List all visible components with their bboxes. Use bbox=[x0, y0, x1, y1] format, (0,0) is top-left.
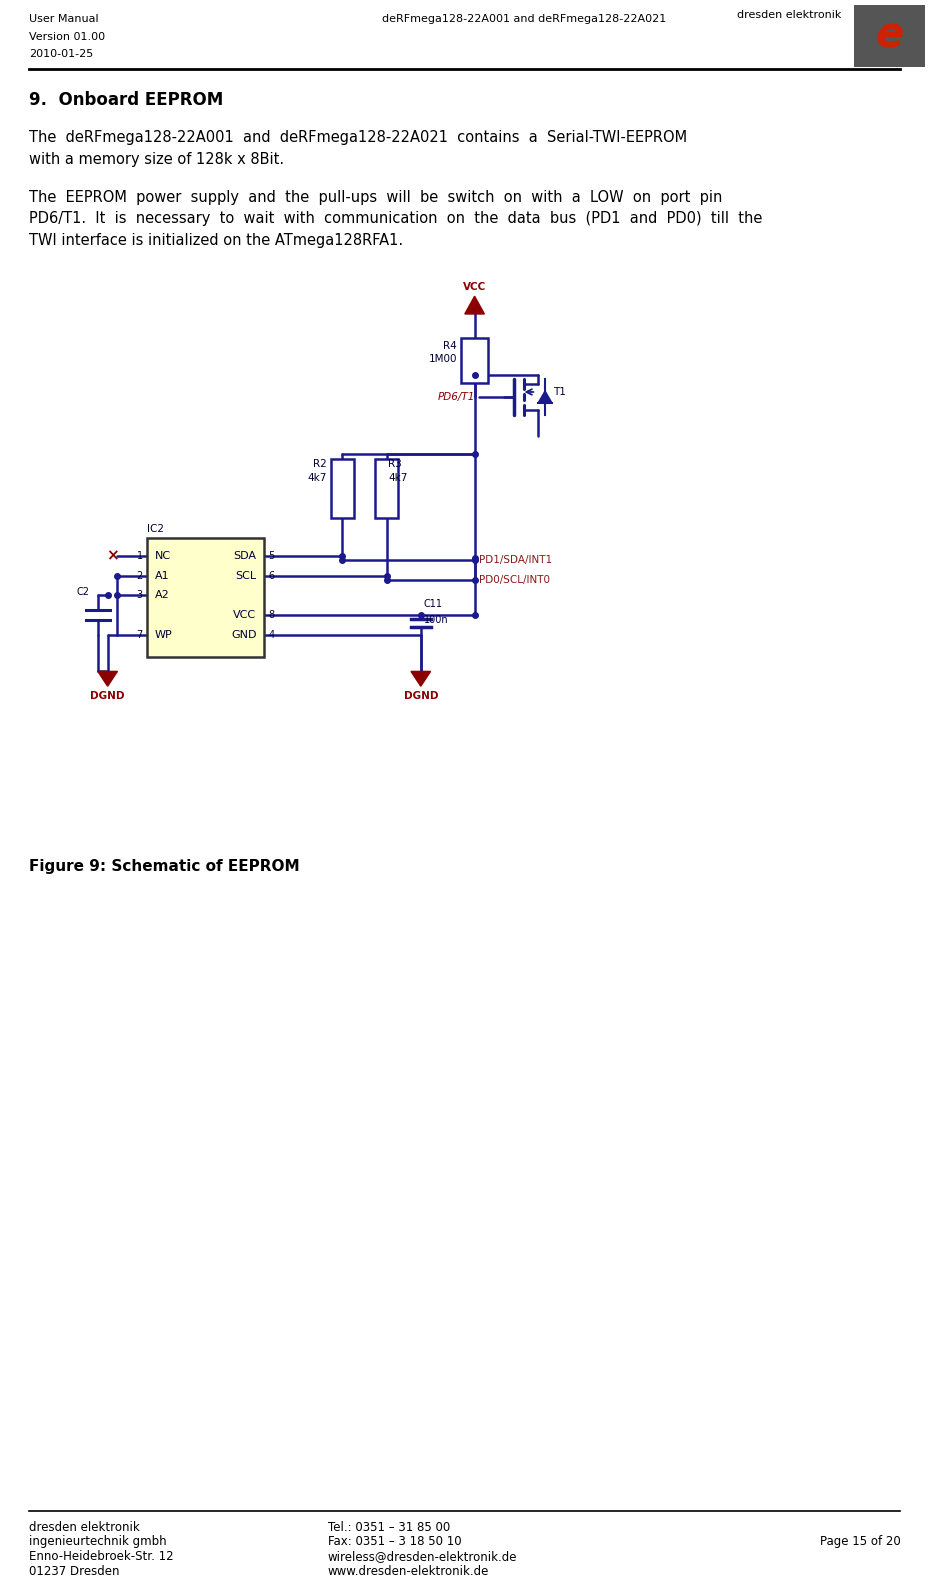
Text: 6: 6 bbox=[268, 571, 275, 580]
Text: e: e bbox=[875, 14, 903, 57]
Text: GND: GND bbox=[231, 630, 256, 640]
Bar bbox=[461, 337, 488, 383]
Text: dresden elektronik: dresden elektronik bbox=[29, 1521, 140, 1533]
Text: The  deRFmega128-22A001  and  deRFmega128-22A021  contains  a  Serial-TWI-EEPROM: The deRFmega128-22A001 and deRFmega128-2… bbox=[29, 131, 688, 145]
Text: ×: × bbox=[106, 548, 119, 563]
Text: wireless@dresden-elektronik.de: wireless@dresden-elektronik.de bbox=[328, 1551, 518, 1563]
Text: The  EEPROM  power  supply  and  the  pull-ups  will  be  switch  on  with  a  L: The EEPROM power supply and the pull-ups… bbox=[29, 189, 723, 205]
Text: R2: R2 bbox=[314, 459, 327, 470]
Polygon shape bbox=[98, 671, 118, 686]
Bar bbox=[331, 459, 354, 519]
Text: A2: A2 bbox=[155, 591, 169, 600]
Text: C11: C11 bbox=[424, 599, 443, 610]
Text: 7: 7 bbox=[137, 630, 142, 640]
Text: PD0/SCL/INT0: PD0/SCL/INT0 bbox=[480, 575, 550, 585]
Text: DGND: DGND bbox=[404, 692, 438, 701]
Text: PD6/T1: PD6/T1 bbox=[437, 392, 475, 402]
Text: dresden elektronik: dresden elektronik bbox=[737, 9, 842, 20]
Text: VCC: VCC bbox=[463, 282, 486, 292]
Text: NC: NC bbox=[155, 552, 171, 561]
Text: R4: R4 bbox=[444, 340, 457, 350]
Text: Fax: 0351 – 3 18 50 10: Fax: 0351 – 3 18 50 10 bbox=[328, 1535, 462, 1548]
Text: TWI interface is initialized on the ATmega128RFA1.: TWI interface is initialized on the ATme… bbox=[29, 233, 404, 247]
Text: DGND: DGND bbox=[90, 692, 124, 701]
Text: A1: A1 bbox=[155, 571, 169, 580]
Text: with a memory size of 128k x 8Bit.: with a memory size of 128k x 8Bit. bbox=[29, 151, 284, 167]
Text: WP: WP bbox=[155, 630, 172, 640]
Text: 8: 8 bbox=[268, 610, 275, 619]
Bar bbox=[147, 537, 264, 657]
Text: C2: C2 bbox=[77, 588, 89, 597]
Text: 4: 4 bbox=[268, 630, 275, 640]
Text: ingenieurtechnik gmbh: ingenieurtechnik gmbh bbox=[29, 1535, 167, 1548]
Text: 1: 1 bbox=[137, 552, 142, 561]
Text: www.dresden-elektronik.de: www.dresden-elektronik.de bbox=[328, 1565, 489, 1576]
Text: User Manual: User Manual bbox=[29, 14, 99, 24]
Text: PD6/T1.  It  is  necessary  to  wait  with  communication  on  the  data  bus  (: PD6/T1. It is necessary to wait with com… bbox=[29, 211, 763, 227]
Text: 100n: 100n bbox=[424, 615, 448, 626]
Text: IC2: IC2 bbox=[147, 525, 163, 534]
Polygon shape bbox=[465, 296, 484, 314]
Text: VCC: VCC bbox=[234, 610, 256, 619]
Bar bbox=[375, 459, 398, 519]
Text: T1: T1 bbox=[553, 388, 566, 397]
Text: 4k7: 4k7 bbox=[389, 473, 408, 482]
Text: Tel.: 0351 – 31 85 00: Tel.: 0351 – 31 85 00 bbox=[328, 1521, 450, 1533]
Text: 9.  Onboard EEPROM: 9. Onboard EEPROM bbox=[29, 91, 223, 109]
Text: SCL: SCL bbox=[236, 571, 256, 580]
Text: Enno-Heidebroek-Str. 12: Enno-Heidebroek-Str. 12 bbox=[29, 1551, 174, 1563]
Polygon shape bbox=[411, 671, 430, 686]
Text: 4k7: 4k7 bbox=[308, 473, 327, 482]
Bar bbox=[854, 5, 924, 68]
Polygon shape bbox=[539, 391, 552, 403]
Text: 2010-01-25: 2010-01-25 bbox=[29, 49, 94, 60]
Text: 2: 2 bbox=[137, 571, 142, 580]
Text: SDA: SDA bbox=[234, 552, 256, 561]
Text: deRFmega128-22A001 and deRFmega128-22A021: deRFmega128-22A001 and deRFmega128-22A02… bbox=[382, 14, 666, 24]
Text: 3: 3 bbox=[137, 591, 142, 600]
Text: 01237 Dresden: 01237 Dresden bbox=[29, 1565, 120, 1576]
Text: PD1/SDA/INT1: PD1/SDA/INT1 bbox=[480, 555, 553, 564]
Text: Figure 9: Schematic of EEPROM: Figure 9: Schematic of EEPROM bbox=[29, 859, 300, 875]
Text: Page 15 of 20: Page 15 of 20 bbox=[820, 1535, 901, 1548]
Text: Version 01.00: Version 01.00 bbox=[29, 32, 105, 41]
Text: 5: 5 bbox=[268, 552, 275, 561]
Text: 1M00: 1M00 bbox=[428, 355, 457, 364]
Text: R3: R3 bbox=[389, 459, 402, 470]
